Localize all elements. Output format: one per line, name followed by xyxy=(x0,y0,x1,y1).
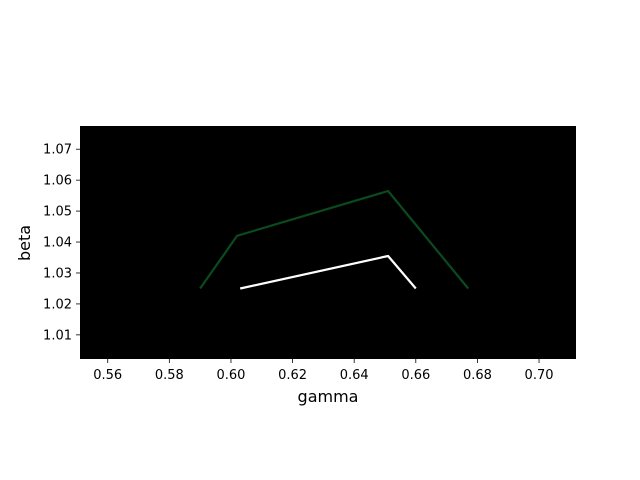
y-axis: 1.01 1.02 1.03 1.04 1.05 1.06 1.07 xyxy=(43,143,80,343)
x-tick-label: 0.64 xyxy=(340,368,369,383)
x-tick-label: 0.68 xyxy=(463,368,492,383)
x-axis-label: gamma xyxy=(298,387,359,406)
plot-area xyxy=(80,126,576,359)
x-tick-label: 0.58 xyxy=(155,368,184,383)
x-tick-label: 0.56 xyxy=(93,368,122,383)
x-tick-label: 0.60 xyxy=(216,368,245,383)
x-axis: 0.56 0.58 0.60 0.62 0.64 0.66 0.68 0.70 xyxy=(93,359,554,383)
x-tick-label: 0.62 xyxy=(278,368,307,383)
y-tick-label: 1.05 xyxy=(43,205,72,220)
series-line-2 xyxy=(239,254,417,290)
series-line-1 xyxy=(199,189,470,290)
y-tick-label: 1.02 xyxy=(43,297,72,312)
x-tick-label: 0.70 xyxy=(525,368,554,383)
y-tick-label: 1.07 xyxy=(43,143,72,158)
y-tick-label: 1.06 xyxy=(43,174,72,189)
y-axis-label: beta xyxy=(15,225,34,261)
y-tick-label: 1.03 xyxy=(43,266,72,281)
y-tick-label: 1.01 xyxy=(43,328,72,343)
x-tick-label: 0.66 xyxy=(401,368,430,383)
series-layer xyxy=(199,189,470,290)
y-tick-label: 1.04 xyxy=(43,236,72,251)
